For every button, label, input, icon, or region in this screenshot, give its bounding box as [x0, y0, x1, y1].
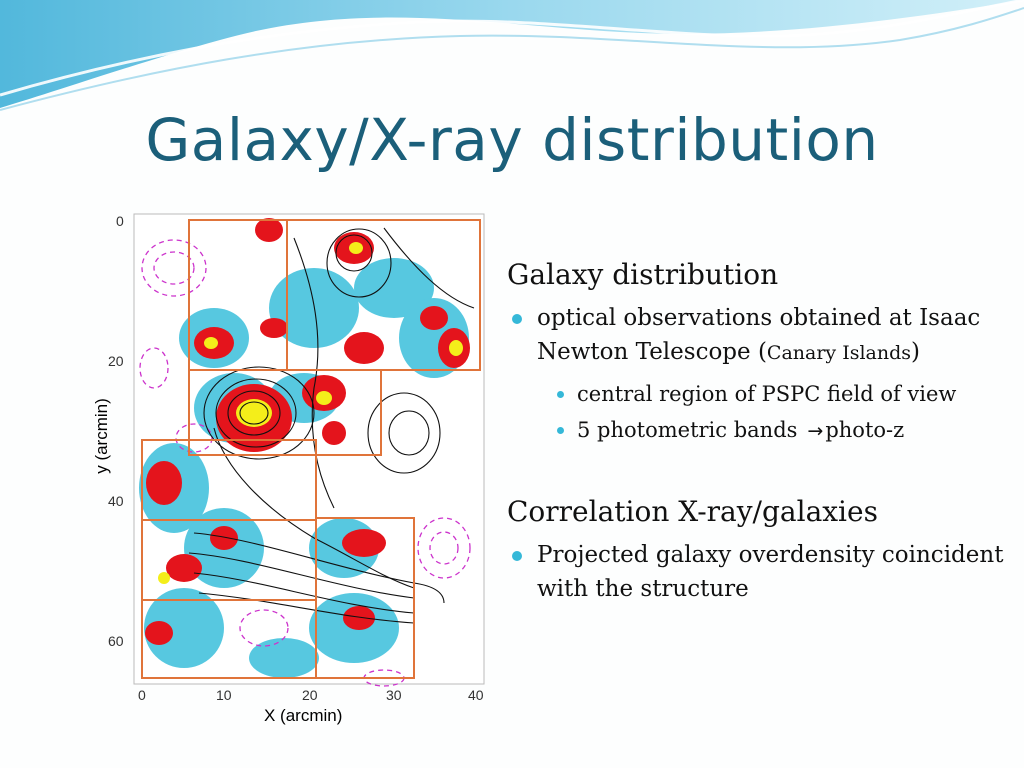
bullet-list: optical observations obtained at Isaac N… [507, 301, 1007, 449]
x-tick-label: 0 [138, 687, 146, 703]
galaxy-xray-map-figure: 0 20 40 60 0 10 20 30 40 X (arcmin) y (a… [84, 208, 494, 738]
bullet-text: optical observations obtained at Isaac N… [537, 305, 981, 365]
y-tick-label: 0 [116, 213, 124, 229]
x-tick-label: 30 [386, 687, 402, 703]
y-tick-label: 20 [108, 353, 124, 369]
x-tick-label: 10 [216, 687, 232, 703]
sub-bullet-photometric-bands: 5 photometric bands →photo-z [537, 412, 1007, 449]
x-axis-label: X (arcmin) [264, 706, 343, 725]
bullet-text-end: ) [911, 339, 921, 365]
y-tick-label: 60 [108, 633, 124, 649]
right-arrow-icon: → [807, 420, 824, 442]
x-tick-label: 20 [302, 687, 318, 703]
y-tick-label: 40 [108, 493, 124, 509]
slide-title: Galaxy/X-ray distribution [145, 106, 879, 174]
y-axis-label: y (arcmin) [92, 398, 111, 474]
bullet-overdensity: Projected galaxy overdensity coincident … [507, 538, 1007, 606]
section-heading-galaxy-distribution: Galaxy distribution [507, 258, 779, 291]
sub-bullet-list: central region of PSPC field of view 5 p… [537, 376, 1007, 449]
section-heading-correlation: Correlation X-ray/galaxies [507, 495, 878, 528]
x-tick-labels: 0 10 20 30 40 [138, 687, 484, 703]
sub-bullet-pspc: central region of PSPC field of view [537, 376, 1007, 412]
bullet-location-text: Canary Islands [766, 342, 912, 364]
slide-content: Galaxy distribution optical observations… [507, 258, 1007, 610]
y-tick-labels: 0 20 40 60 [108, 213, 124, 649]
density-contour-map: 0 20 40 60 0 10 20 30 40 [108, 213, 485, 703]
sub-bullet-text: photo-z [825, 418, 905, 442]
header-wave-decoration [0, 0, 1024, 111]
x-tick-label: 40 [468, 687, 484, 703]
sub-bullet-text: 5 photometric bands [577, 418, 798, 442]
bullet-list: Projected galaxy overdensity coincident … [507, 538, 1007, 606]
bullet-optical-observations: optical observations obtained at Isaac N… [507, 301, 1007, 449]
